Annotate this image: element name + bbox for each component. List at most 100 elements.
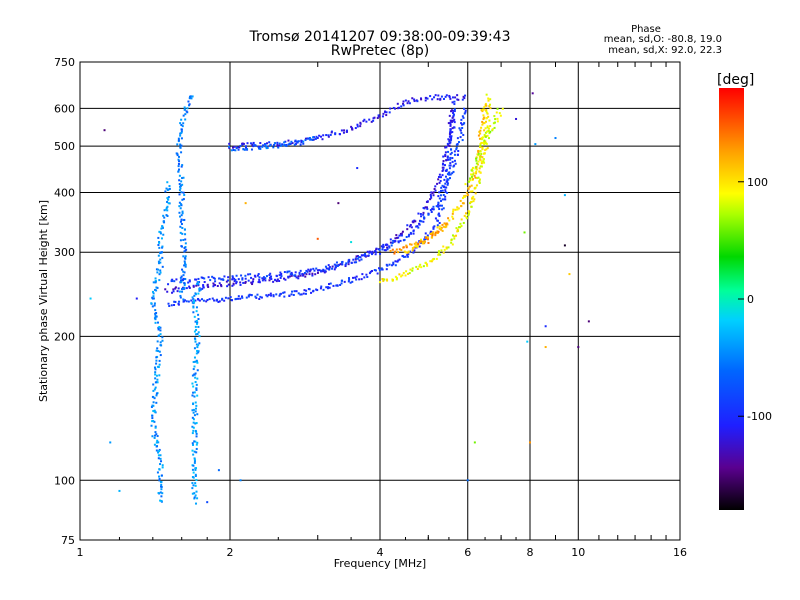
trace-point <box>193 373 196 376</box>
scatter-point <box>103 129 106 132</box>
trace-point <box>479 132 482 135</box>
trace-point <box>182 255 185 258</box>
scatter-point <box>217 469 220 472</box>
trace-point <box>172 288 175 291</box>
trace-point <box>460 205 463 208</box>
trace-point <box>475 170 478 173</box>
trace-point <box>423 238 426 241</box>
trace-point <box>283 141 286 144</box>
trace-point <box>289 273 292 276</box>
trace-point <box>293 274 296 277</box>
trace-point <box>220 285 223 288</box>
trace-point <box>263 278 266 281</box>
trace-point <box>451 157 454 160</box>
trace-point <box>309 268 312 271</box>
trace-point <box>224 296 227 299</box>
trace-point <box>488 119 491 122</box>
trace-point <box>484 135 487 138</box>
trace-point <box>463 112 466 115</box>
trace-point <box>194 494 197 497</box>
trace-point <box>424 99 427 102</box>
trace-point <box>394 260 397 263</box>
trace-point <box>177 302 180 305</box>
trace-point <box>479 144 482 147</box>
trace-point <box>479 142 482 145</box>
trace-point <box>480 162 483 165</box>
trace-point <box>300 293 303 296</box>
trace-point <box>158 479 161 482</box>
trace-point <box>493 126 496 129</box>
trace-point <box>272 144 275 147</box>
trace-point <box>478 137 481 140</box>
trace-point <box>456 228 459 231</box>
trace-point <box>449 123 452 126</box>
x-tick-labels: 1 2 4 6 8 10 16 <box>77 546 688 559</box>
trace-point <box>298 271 301 274</box>
trace-point <box>445 222 448 225</box>
scatter-point <box>337 202 340 205</box>
trace-point <box>329 282 332 285</box>
trace-point <box>391 241 394 244</box>
trace-point <box>401 254 404 257</box>
trace-point <box>278 294 281 297</box>
trace-point <box>193 395 196 398</box>
trace-point <box>192 418 195 421</box>
trace-point <box>295 290 298 293</box>
trace-point <box>193 347 196 350</box>
trace-point <box>396 107 399 110</box>
trace-point <box>406 228 409 231</box>
trace-point <box>461 123 464 126</box>
trace-point <box>398 234 401 237</box>
trace-point <box>478 178 481 181</box>
trace-point <box>193 492 196 495</box>
trace-point <box>152 401 155 404</box>
trace-point <box>236 146 239 149</box>
trace-point <box>185 287 188 290</box>
trace-point <box>160 495 163 498</box>
trace-point <box>449 164 452 167</box>
trace-point <box>178 193 181 196</box>
trace-point <box>368 250 371 253</box>
trace-point <box>345 130 348 133</box>
trace-point <box>327 135 330 138</box>
trace-point <box>427 236 430 239</box>
trace-point <box>394 264 397 267</box>
trace-point <box>444 190 447 193</box>
trace-point <box>290 290 293 293</box>
trace-point <box>420 241 423 244</box>
trace-point <box>154 279 157 282</box>
trace-point <box>407 250 410 253</box>
trace-point <box>483 122 486 125</box>
trace-point <box>157 334 160 337</box>
trace-point <box>327 267 330 270</box>
trace-point <box>429 195 432 198</box>
trace-point <box>311 138 314 141</box>
trace-point <box>446 156 449 159</box>
trace-point <box>414 220 417 223</box>
trace-point <box>415 244 418 247</box>
trace-point <box>177 168 180 171</box>
trace-point <box>254 295 257 298</box>
trace-point <box>449 156 452 159</box>
trace-point <box>183 106 186 109</box>
trace-point <box>184 242 187 245</box>
trace-point <box>385 111 388 114</box>
trace-point <box>420 220 423 223</box>
trace-point <box>153 436 156 439</box>
trace-point <box>151 417 154 420</box>
trace-point <box>323 269 326 272</box>
trace-point <box>181 183 184 186</box>
trace-point <box>167 283 170 286</box>
trace-point <box>417 243 420 246</box>
trace-point <box>264 279 267 282</box>
trace-point <box>307 268 310 271</box>
trace-point <box>303 289 306 292</box>
trace-point <box>159 499 162 502</box>
trace-point <box>161 466 164 469</box>
trace-point <box>425 200 428 203</box>
trace-point <box>392 261 395 264</box>
trace-point <box>153 302 156 305</box>
trace-point <box>397 236 400 239</box>
trace-point <box>290 140 293 143</box>
trace-point <box>412 220 415 223</box>
